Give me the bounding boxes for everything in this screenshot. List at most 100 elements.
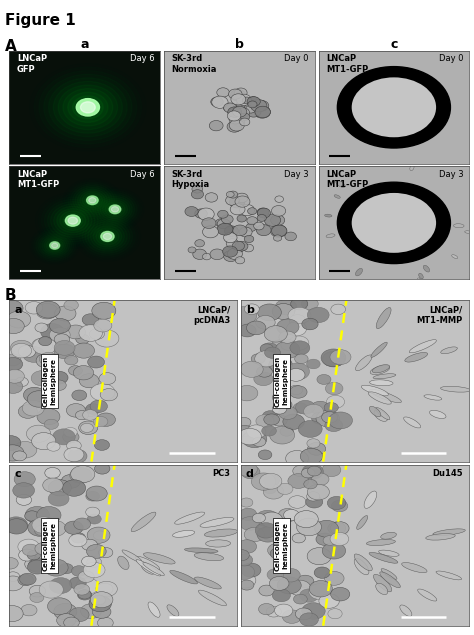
- Circle shape: [237, 94, 251, 105]
- Circle shape: [307, 307, 329, 323]
- Circle shape: [228, 191, 238, 198]
- Circle shape: [3, 318, 24, 333]
- Circle shape: [76, 578, 99, 594]
- Text: b: b: [246, 305, 254, 315]
- Circle shape: [239, 118, 250, 126]
- Circle shape: [289, 314, 306, 326]
- Circle shape: [92, 595, 106, 605]
- Circle shape: [267, 569, 284, 580]
- Circle shape: [263, 485, 284, 499]
- Circle shape: [258, 603, 274, 615]
- Circle shape: [224, 232, 237, 243]
- Ellipse shape: [405, 352, 428, 362]
- Circle shape: [254, 372, 273, 385]
- Circle shape: [304, 404, 323, 418]
- Ellipse shape: [374, 574, 392, 592]
- Circle shape: [76, 98, 100, 116]
- Circle shape: [82, 410, 98, 420]
- Circle shape: [322, 351, 345, 367]
- Circle shape: [272, 404, 287, 414]
- Circle shape: [257, 208, 269, 217]
- Ellipse shape: [410, 165, 414, 171]
- Circle shape: [73, 366, 94, 380]
- Circle shape: [275, 341, 300, 358]
- Ellipse shape: [369, 406, 381, 417]
- Circle shape: [259, 473, 282, 489]
- Circle shape: [245, 304, 259, 314]
- Ellipse shape: [376, 584, 388, 594]
- Circle shape: [89, 596, 111, 612]
- Circle shape: [36, 301, 60, 318]
- Circle shape: [330, 521, 349, 535]
- Circle shape: [96, 583, 113, 595]
- Circle shape: [302, 603, 325, 619]
- Circle shape: [304, 479, 317, 489]
- Circle shape: [35, 323, 48, 332]
- Circle shape: [237, 425, 253, 437]
- Ellipse shape: [122, 550, 142, 563]
- Circle shape: [233, 225, 247, 236]
- Circle shape: [239, 204, 255, 216]
- Circle shape: [47, 442, 60, 451]
- Ellipse shape: [337, 67, 450, 148]
- Circle shape: [86, 507, 100, 517]
- Circle shape: [224, 251, 238, 262]
- Circle shape: [255, 523, 277, 538]
- Ellipse shape: [144, 553, 175, 564]
- Circle shape: [283, 509, 299, 521]
- Circle shape: [242, 97, 251, 104]
- Circle shape: [212, 96, 228, 109]
- Circle shape: [192, 185, 203, 193]
- Circle shape: [295, 608, 312, 620]
- Circle shape: [202, 253, 211, 260]
- Ellipse shape: [206, 540, 230, 547]
- Circle shape: [33, 338, 56, 354]
- Ellipse shape: [167, 605, 179, 617]
- Text: Day 6: Day 6: [129, 170, 154, 179]
- Ellipse shape: [436, 571, 462, 580]
- Circle shape: [228, 248, 242, 260]
- Circle shape: [61, 474, 81, 488]
- Circle shape: [306, 496, 323, 508]
- Ellipse shape: [371, 342, 387, 358]
- Circle shape: [327, 396, 345, 408]
- Circle shape: [3, 380, 23, 394]
- Circle shape: [294, 511, 318, 528]
- Circle shape: [86, 404, 101, 414]
- Circle shape: [71, 468, 88, 479]
- Circle shape: [210, 249, 224, 260]
- Circle shape: [316, 533, 333, 545]
- Circle shape: [0, 605, 23, 622]
- Circle shape: [23, 387, 46, 403]
- Circle shape: [36, 507, 61, 524]
- Circle shape: [95, 330, 119, 347]
- Circle shape: [7, 311, 31, 328]
- Text: Cell-collagen
hemisphere: Cell-collagen hemisphere: [43, 356, 56, 407]
- Circle shape: [223, 103, 234, 112]
- Circle shape: [273, 235, 282, 241]
- Circle shape: [98, 617, 113, 629]
- Circle shape: [272, 304, 295, 319]
- Circle shape: [198, 208, 214, 220]
- Circle shape: [271, 215, 285, 225]
- Circle shape: [256, 366, 273, 377]
- Circle shape: [226, 195, 239, 205]
- Ellipse shape: [376, 408, 390, 420]
- Ellipse shape: [454, 224, 464, 228]
- Circle shape: [233, 565, 255, 580]
- Circle shape: [79, 324, 102, 342]
- Circle shape: [69, 608, 89, 622]
- Circle shape: [308, 443, 326, 455]
- Circle shape: [2, 558, 18, 569]
- Circle shape: [94, 319, 112, 332]
- Circle shape: [90, 400, 108, 413]
- Ellipse shape: [337, 182, 450, 264]
- Text: Day 0: Day 0: [439, 54, 463, 64]
- Text: LNCaP
GFP: LNCaP GFP: [17, 54, 47, 74]
- Circle shape: [296, 575, 314, 587]
- Circle shape: [262, 411, 278, 422]
- Circle shape: [6, 519, 27, 534]
- Circle shape: [257, 215, 266, 222]
- Circle shape: [44, 559, 68, 576]
- Circle shape: [31, 371, 53, 386]
